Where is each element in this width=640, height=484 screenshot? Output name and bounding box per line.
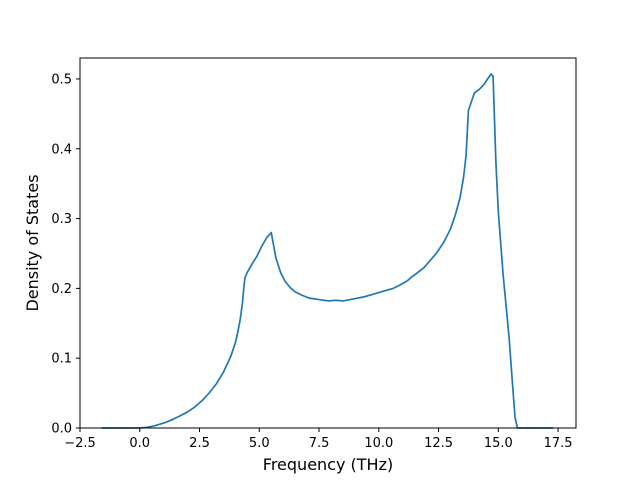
x-tick-label: 12.5 <box>424 436 453 451</box>
x-axis-label: Frequency (THz) <box>263 455 393 474</box>
y-tick-label: 0.2 <box>51 282 72 297</box>
y-tick-label: 0.0 <box>51 422 72 437</box>
axes-frame <box>79 57 577 429</box>
x-tick-label: 7.5 <box>309 436 330 451</box>
x-axis-ticks: −2.5 0.0 2.5 5.0 7.5 10.0 12.5 15.0 17.5 <box>64 428 573 451</box>
y-tick-label: 0.1 <box>51 352 72 367</box>
y-tick-label: 0.3 <box>51 212 72 227</box>
y-axis-ticks: 0.0 0.1 0.2 0.3 0.4 0.5 <box>51 72 80 437</box>
x-tick-label: −2.5 <box>64 436 96 451</box>
y-tick-label: 0.4 <box>51 142 72 157</box>
x-tick-label: 15.0 <box>484 436 513 451</box>
dos-series-line <box>101 73 554 429</box>
x-tick-label: 2.5 <box>189 436 210 451</box>
x-tick-label: 17.5 <box>544 436 573 451</box>
x-tick-label: 5.0 <box>249 436 270 451</box>
x-tick-label: 10.0 <box>364 436 393 451</box>
x-tick-label: 0.0 <box>129 436 150 451</box>
y-axis-label: Density of States <box>23 174 42 311</box>
plot-area <box>101 73 554 429</box>
y-tick-label: 0.5 <box>51 72 72 87</box>
